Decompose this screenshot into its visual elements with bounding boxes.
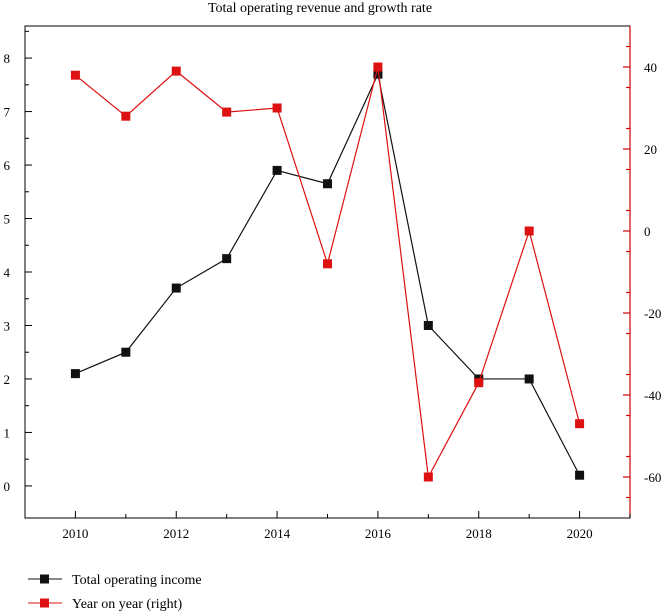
legend-label-yoy: Year on year (right): [72, 597, 182, 612]
data-point-income: [373, 69, 383, 79]
y-left-tick-label: 0: [4, 479, 11, 494]
data-point-yoy: [70, 70, 80, 80]
data-point-income: [222, 254, 232, 264]
series-line-yoy: [75, 66, 581, 479]
legend-item-income: Total operating income: [28, 573, 202, 588]
legend-label-income: Total operating income: [72, 573, 202, 588]
data-point-income: [121, 347, 131, 357]
data-point-income: [171, 283, 181, 293]
y-right-tick-label: -40: [644, 388, 661, 403]
legend-marker-income: [40, 574, 49, 584]
data-point-yoy: [575, 419, 585, 429]
y-left-tick-label: 7: [4, 105, 11, 120]
y-left-tick-label: 2: [4, 372, 11, 387]
x-tick-label: 2020: [567, 526, 593, 541]
y-left-tick-label: 6: [4, 158, 11, 173]
series-layer: [70, 62, 585, 482]
data-point-income: [272, 165, 282, 175]
data-point-yoy: [121, 111, 131, 121]
x-tick-label: 2018: [466, 526, 492, 541]
data-point-yoy: [222, 107, 232, 117]
legend: Total operating income Year on year (rig…: [28, 573, 202, 612]
y-left-tick-label: 8: [4, 51, 11, 66]
data-point-yoy: [171, 66, 181, 76]
data-point-income: [323, 179, 332, 189]
y-right-tick-label: 0: [644, 224, 651, 239]
data-point-yoy: [323, 259, 332, 269]
y-left-axis: 0 1 2 3 4 5 6 7 8: [4, 30, 32, 494]
x-tick-label: 2016: [365, 526, 392, 541]
chart-title: Total operating revenue and growth rate: [208, 1, 432, 16]
data-point-income: [70, 369, 80, 379]
y-right-tick-label: 40: [644, 60, 657, 75]
y-left-tick-label: 1: [4, 425, 11, 440]
legend-marker-yoy: [40, 598, 49, 608]
y-left-tick-label: 5: [4, 212, 11, 227]
x-axis: 2010 2012 2014 2016 2018 2020: [24, 511, 631, 541]
data-point-yoy: [272, 103, 282, 113]
data-point-income: [575, 470, 585, 480]
data-point-income: [423, 320, 433, 330]
y-right-tick-label: -60: [644, 470, 661, 485]
y-right-tick-label: -20: [644, 306, 661, 321]
data-point-yoy: [423, 472, 433, 482]
x-tick-label: 2014: [264, 526, 291, 541]
data-point-yoy: [474, 378, 484, 388]
x-tick-label: 2010: [62, 526, 88, 541]
x-tick-label: 2012: [163, 526, 189, 541]
data-point-income: [524, 374, 534, 384]
legend-item-yoy: Year on year (right): [28, 597, 182, 612]
y-right-tick-label: 20: [644, 142, 657, 157]
y-right-axis: 40 20 0 -20 -40 -60: [623, 45, 661, 499]
series-line-income: [75, 72, 581, 476]
plot-frame: [24, 25, 631, 519]
data-point-yoy: [373, 62, 383, 72]
y-left-tick-label: 3: [4, 318, 11, 333]
y-left-tick-label: 4: [4, 265, 11, 280]
data-point-yoy: [524, 226, 534, 236]
